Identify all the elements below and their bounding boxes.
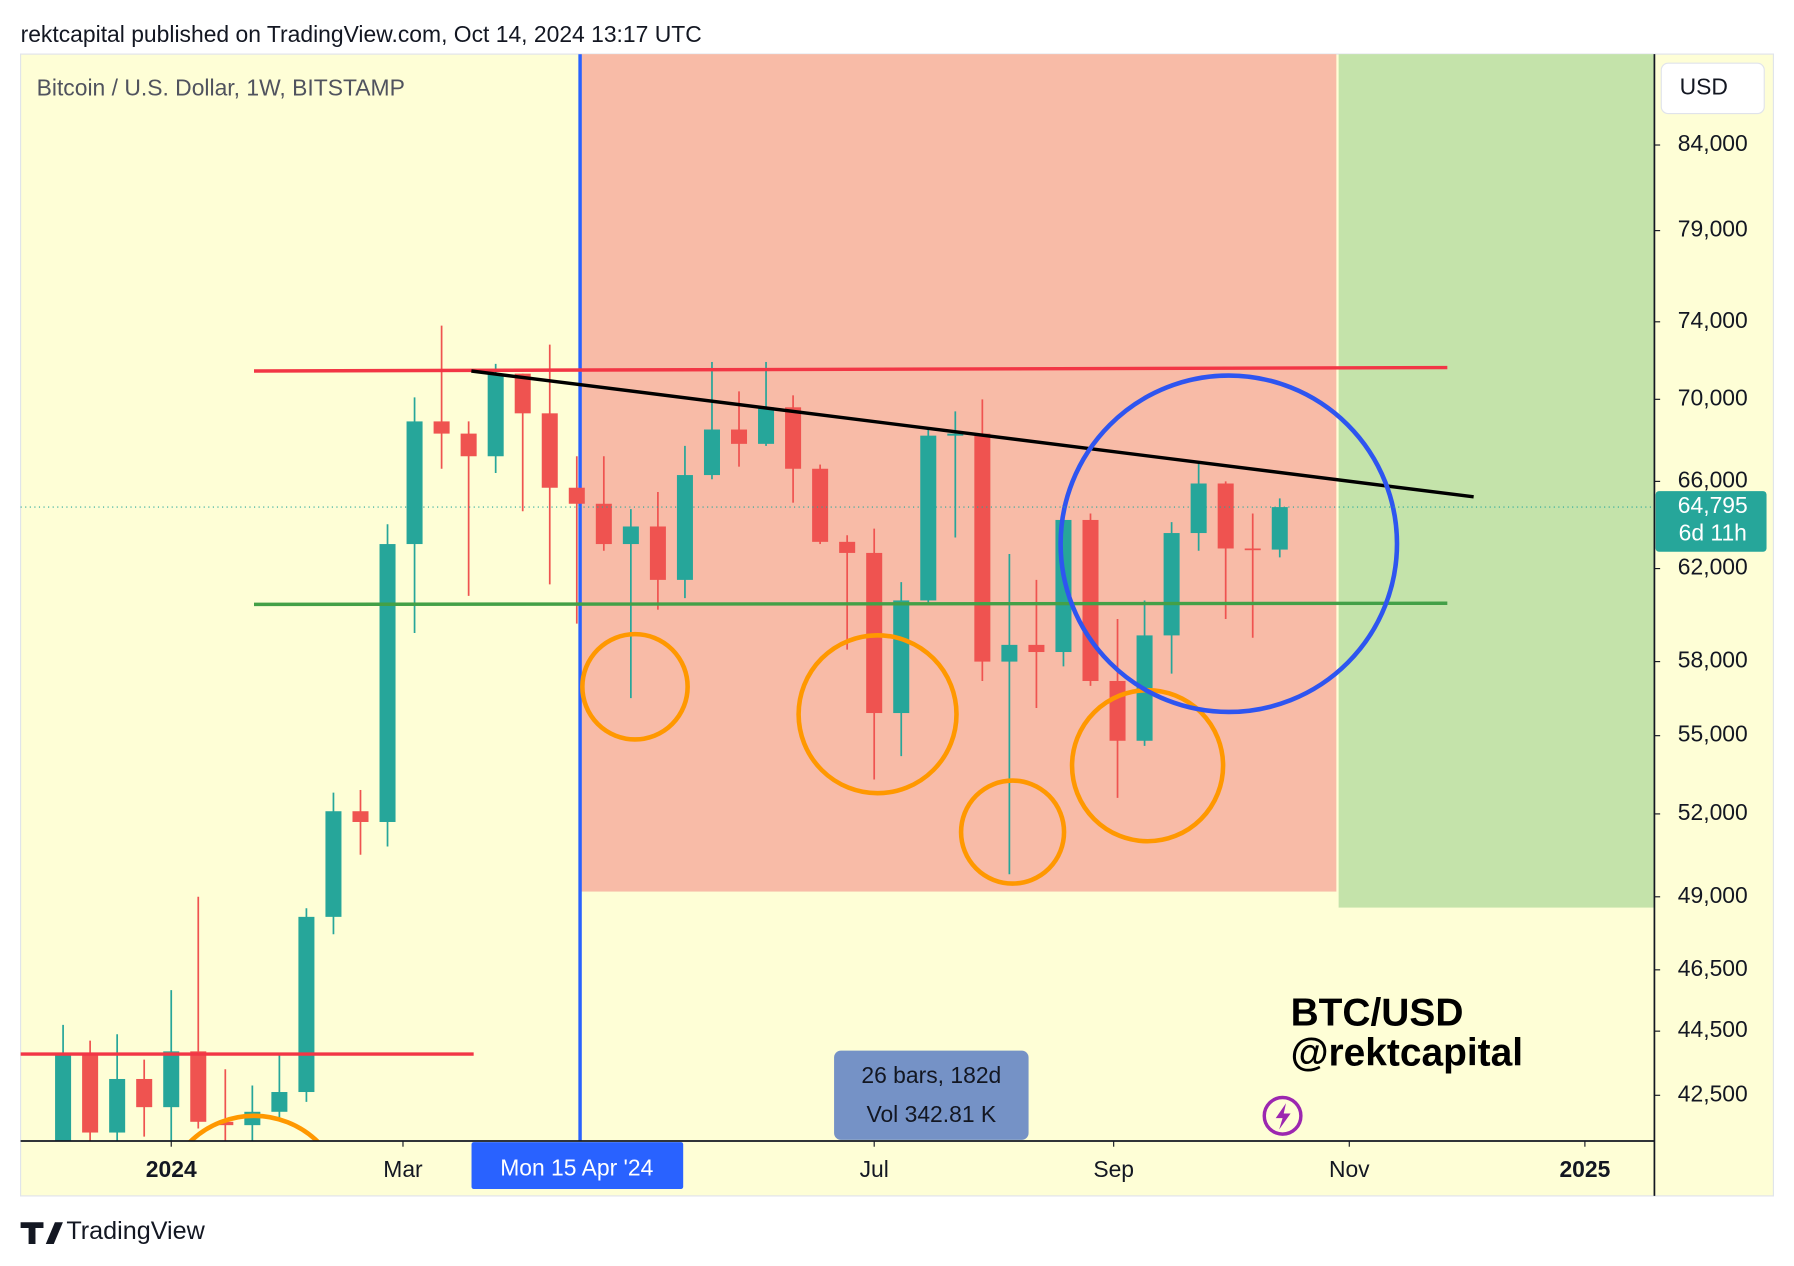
y-tick-label: 52,000	[1678, 799, 1748, 825]
measure-text: Vol 342.81 K	[866, 1101, 996, 1127]
candle-body	[595, 503, 612, 545]
x-tick-label: 2025	[1559, 1156, 1610, 1182]
candle-body	[974, 433, 991, 662]
candle-body	[731, 429, 748, 444]
candle-body	[1244, 548, 1261, 551]
currency-button[interactable]	[1660, 62, 1765, 115]
candle-body	[217, 1121, 234, 1126]
countdown-label: 6d 11h	[1679, 520, 1747, 546]
y-tick-label: 55,000	[1678, 721, 1748, 747]
y-tick-label: 74,000	[1678, 307, 1748, 333]
candle-body	[271, 1092, 288, 1112]
candle-body	[1217, 483, 1234, 549]
lightning-icon[interactable]	[1262, 1095, 1303, 1136]
candles	[55, 325, 1288, 1141]
header: rektcapital published on TradingView.com…	[21, 21, 702, 47]
candle-body	[1271, 507, 1288, 550]
last-price-label: 64,795	[1678, 492, 1748, 518]
watermark: BTC/USD	[1291, 991, 1464, 1034]
candle-body	[82, 1053, 99, 1133]
candle-body	[785, 407, 802, 469]
drawings-top	[20, 365, 1474, 1141]
candle-body	[1109, 680, 1126, 741]
y-tick-label: 84,000	[1678, 130, 1748, 156]
trend-line	[471, 369, 1474, 499]
candle-body	[487, 373, 504, 457]
support-line	[253, 601, 1448, 607]
candle-body	[190, 1051, 207, 1122]
candle-body	[622, 526, 639, 545]
candle-body	[352, 811, 369, 822]
y-tick-label: 46,500	[1678, 955, 1748, 981]
candle-body	[1055, 519, 1072, 653]
measure-text: 26 bars, 182d	[861, 1062, 1001, 1088]
x-tick-label: Mar	[383, 1156, 423, 1182]
highlight-circle	[1058, 373, 1400, 715]
lightning-glyph	[1275, 1103, 1291, 1130]
symbol-title: Bitcoin / U.S. Dollar, 1W, BITSTAMP	[37, 75, 405, 101]
range-box-green	[1338, 54, 1655, 908]
watermark: @rektcapital	[1291, 1031, 1523, 1074]
candle-body	[406, 421, 423, 545]
candle-body	[514, 373, 531, 414]
currency-label[interactable]: USD	[1680, 73, 1728, 99]
brand-name: TradingView	[66, 1217, 205, 1245]
last-price-box	[1655, 491, 1767, 552]
candle-body	[839, 541, 856, 553]
candle-body	[893, 600, 910, 714]
candle-body	[703, 429, 720, 476]
candle-body	[1163, 533, 1180, 636]
resistance-line	[253, 365, 1448, 373]
y-tick-label: 42,500	[1678, 1080, 1748, 1106]
highlight-circle	[580, 631, 690, 742]
candle-body	[325, 811, 342, 917]
crosshair-date-box	[471, 1142, 684, 1190]
candle-body	[676, 475, 693, 580]
candle-body	[920, 435, 937, 601]
candle-body	[460, 433, 477, 457]
candle-body	[758, 407, 775, 444]
x-tick-label: Jul	[860, 1156, 889, 1182]
candle-body	[568, 487, 585, 504]
candle-body	[649, 526, 666, 580]
candle-body	[866, 552, 883, 714]
candle-body	[163, 1051, 180, 1108]
y-tick-label: 58,000	[1678, 647, 1748, 673]
drawings	[578, 54, 1655, 1141]
candle-body	[947, 433, 964, 436]
candle-body	[379, 544, 396, 822]
candle-body	[136, 1078, 153, 1108]
candle-body	[298, 916, 315, 1093]
y-tick-label: 79,000	[1678, 216, 1748, 242]
x-tick-label: Nov	[1329, 1156, 1370, 1182]
candle-body	[1082, 519, 1099, 681]
y-tick-label: 62,000	[1678, 554, 1748, 580]
y-tick-label: 49,000	[1678, 882, 1748, 908]
y-tick-label: 44,500	[1678, 1016, 1748, 1042]
candle-body	[541, 413, 558, 488]
highlight-circle	[187, 1113, 321, 1141]
y-tick-label: 66,000	[1678, 466, 1748, 492]
measure-box	[834, 1050, 1029, 1140]
crosshair-date-label: Mon 15 Apr '24	[500, 1155, 653, 1181]
candle-body	[1001, 644, 1018, 662]
candle-body	[109, 1078, 126, 1133]
candle-body	[55, 1053, 72, 1141]
highlight-circle	[796, 632, 959, 796]
x-tick-label: Sep	[1093, 1156, 1134, 1182]
brand-logo	[20, 1222, 63, 1244]
candle-body	[433, 421, 450, 434]
highlight-circle	[958, 778, 1067, 886]
candle-body	[1028, 644, 1045, 653]
y-tick-label: 70,000	[1678, 384, 1748, 410]
x-tick-label: 2024	[146, 1156, 197, 1182]
candle-body	[812, 468, 829, 542]
candle-body	[1190, 483, 1207, 534]
